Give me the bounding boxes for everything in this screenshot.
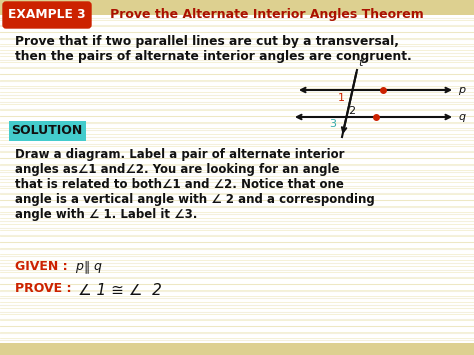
Text: 3: 3 [329,119,337,129]
Text: q: q [93,260,101,273]
Text: 1: 1 [337,93,345,103]
Text: p: p [75,260,83,273]
Text: ∥: ∥ [83,260,89,273]
FancyBboxPatch shape [0,0,474,15]
Text: PROVE :: PROVE : [15,282,72,295]
FancyBboxPatch shape [0,343,474,355]
Text: Draw a diagram. Label a pair of alternate interior: Draw a diagram. Label a pair of alternat… [15,148,345,161]
Text: p: p [458,85,465,95]
Text: q: q [458,112,465,122]
Text: GIVEN :: GIVEN : [15,260,68,273]
Text: then the pairs of alternate interior angles are congruent.: then the pairs of alternate interior ang… [15,50,412,63]
FancyBboxPatch shape [0,15,474,343]
Text: Prove the Alternate Interior Angles Theorem: Prove the Alternate Interior Angles Theo… [97,8,424,21]
FancyBboxPatch shape [3,2,91,28]
Text: t: t [358,58,363,68]
Text: Prove that if two parallel lines are cut by a transversal,: Prove that if two parallel lines are cut… [15,35,399,48]
Text: ∠ 1 ≅ ∠  2: ∠ 1 ≅ ∠ 2 [78,283,162,298]
Text: 2: 2 [348,106,356,116]
Text: that is related to both∠1 and ∠2. Notice that one: that is related to both∠1 and ∠2. Notice… [15,178,344,191]
Text: angles as∠1 and∠2. You are looking for an angle: angles as∠1 and∠2. You are looking for a… [15,163,339,176]
Text: angle is a vertical angle with ∠ 2 and a corresponding: angle is a vertical angle with ∠ 2 and a… [15,193,375,206]
Text: EXAMPLE 3: EXAMPLE 3 [8,8,86,21]
Text: angle with ∠ 1. Label it ∠3.: angle with ∠ 1. Label it ∠3. [15,208,197,221]
FancyBboxPatch shape [9,121,86,141]
Text: SOLUTION: SOLUTION [11,125,82,137]
